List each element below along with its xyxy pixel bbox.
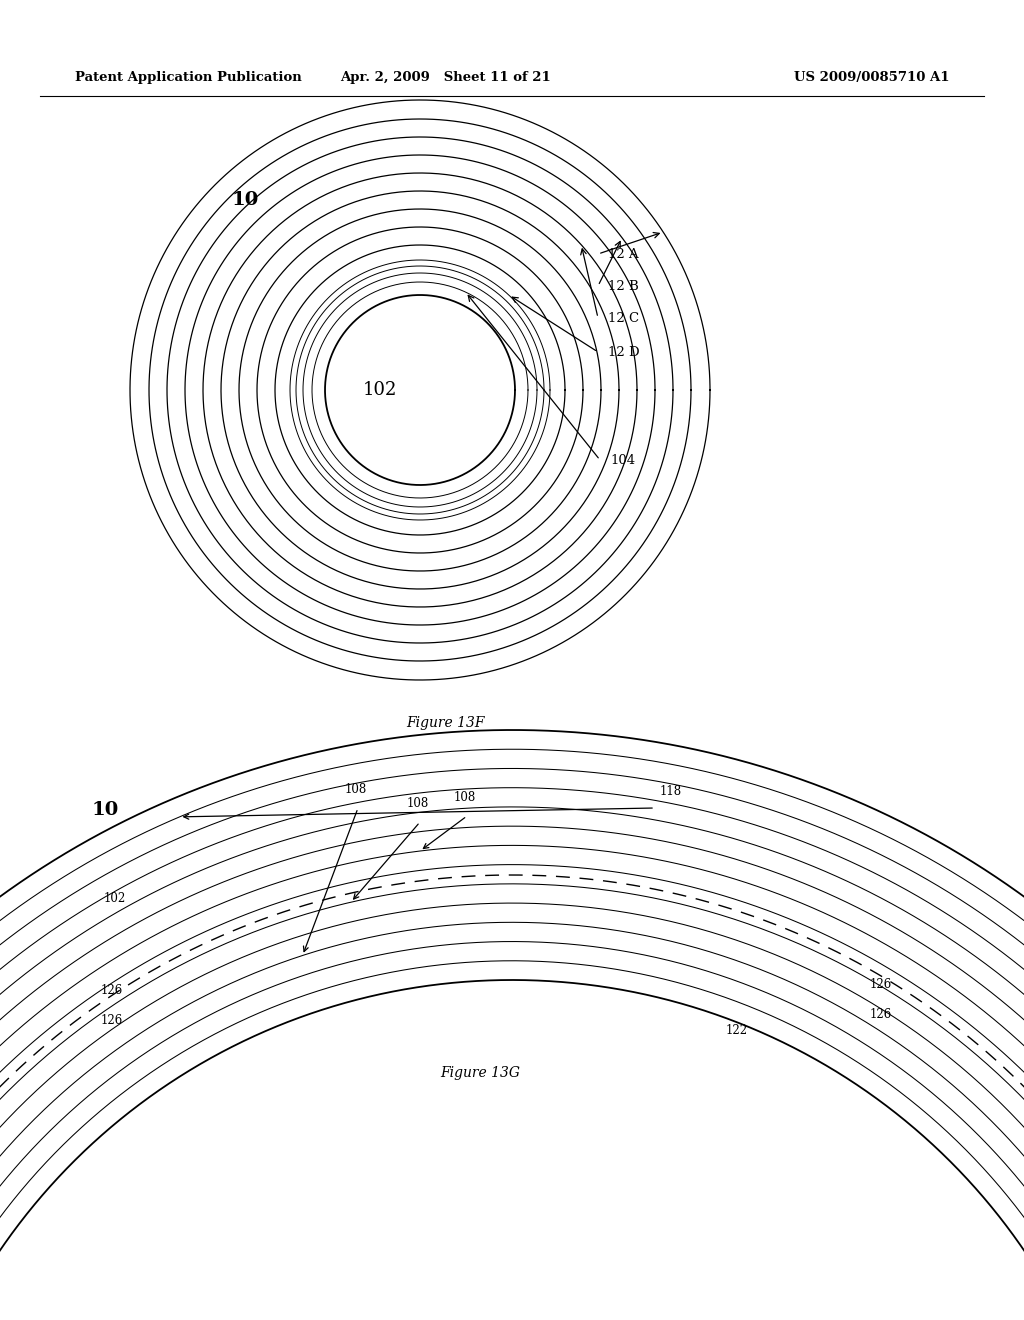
Text: 126: 126 <box>870 1008 892 1022</box>
Text: 12 C: 12 C <box>608 312 639 325</box>
Text: 126: 126 <box>870 978 892 991</box>
Text: 126: 126 <box>101 1014 123 1027</box>
Text: Figure 13G: Figure 13G <box>440 1067 520 1080</box>
Text: 102: 102 <box>103 891 126 904</box>
Text: Patent Application Publication: Patent Application Publication <box>75 71 302 84</box>
Text: 108: 108 <box>407 797 429 810</box>
Text: 12 B: 12 B <box>608 280 639 293</box>
Text: 102: 102 <box>362 381 397 399</box>
Text: 108: 108 <box>454 791 476 804</box>
Text: 126: 126 <box>101 983 123 997</box>
Text: 122: 122 <box>726 1023 748 1036</box>
Text: Figure 13F: Figure 13F <box>406 715 484 730</box>
Text: 12 D: 12 D <box>608 346 640 359</box>
Text: 118: 118 <box>660 785 682 799</box>
Text: Apr. 2, 2009   Sheet 11 of 21: Apr. 2, 2009 Sheet 11 of 21 <box>340 71 550 84</box>
Text: 10: 10 <box>91 801 119 818</box>
Text: 108: 108 <box>345 783 368 796</box>
Text: 10: 10 <box>231 191 259 209</box>
Text: 104: 104 <box>610 454 635 466</box>
Text: US 2009/0085710 A1: US 2009/0085710 A1 <box>795 71 950 84</box>
Text: 12 A: 12 A <box>608 248 639 260</box>
